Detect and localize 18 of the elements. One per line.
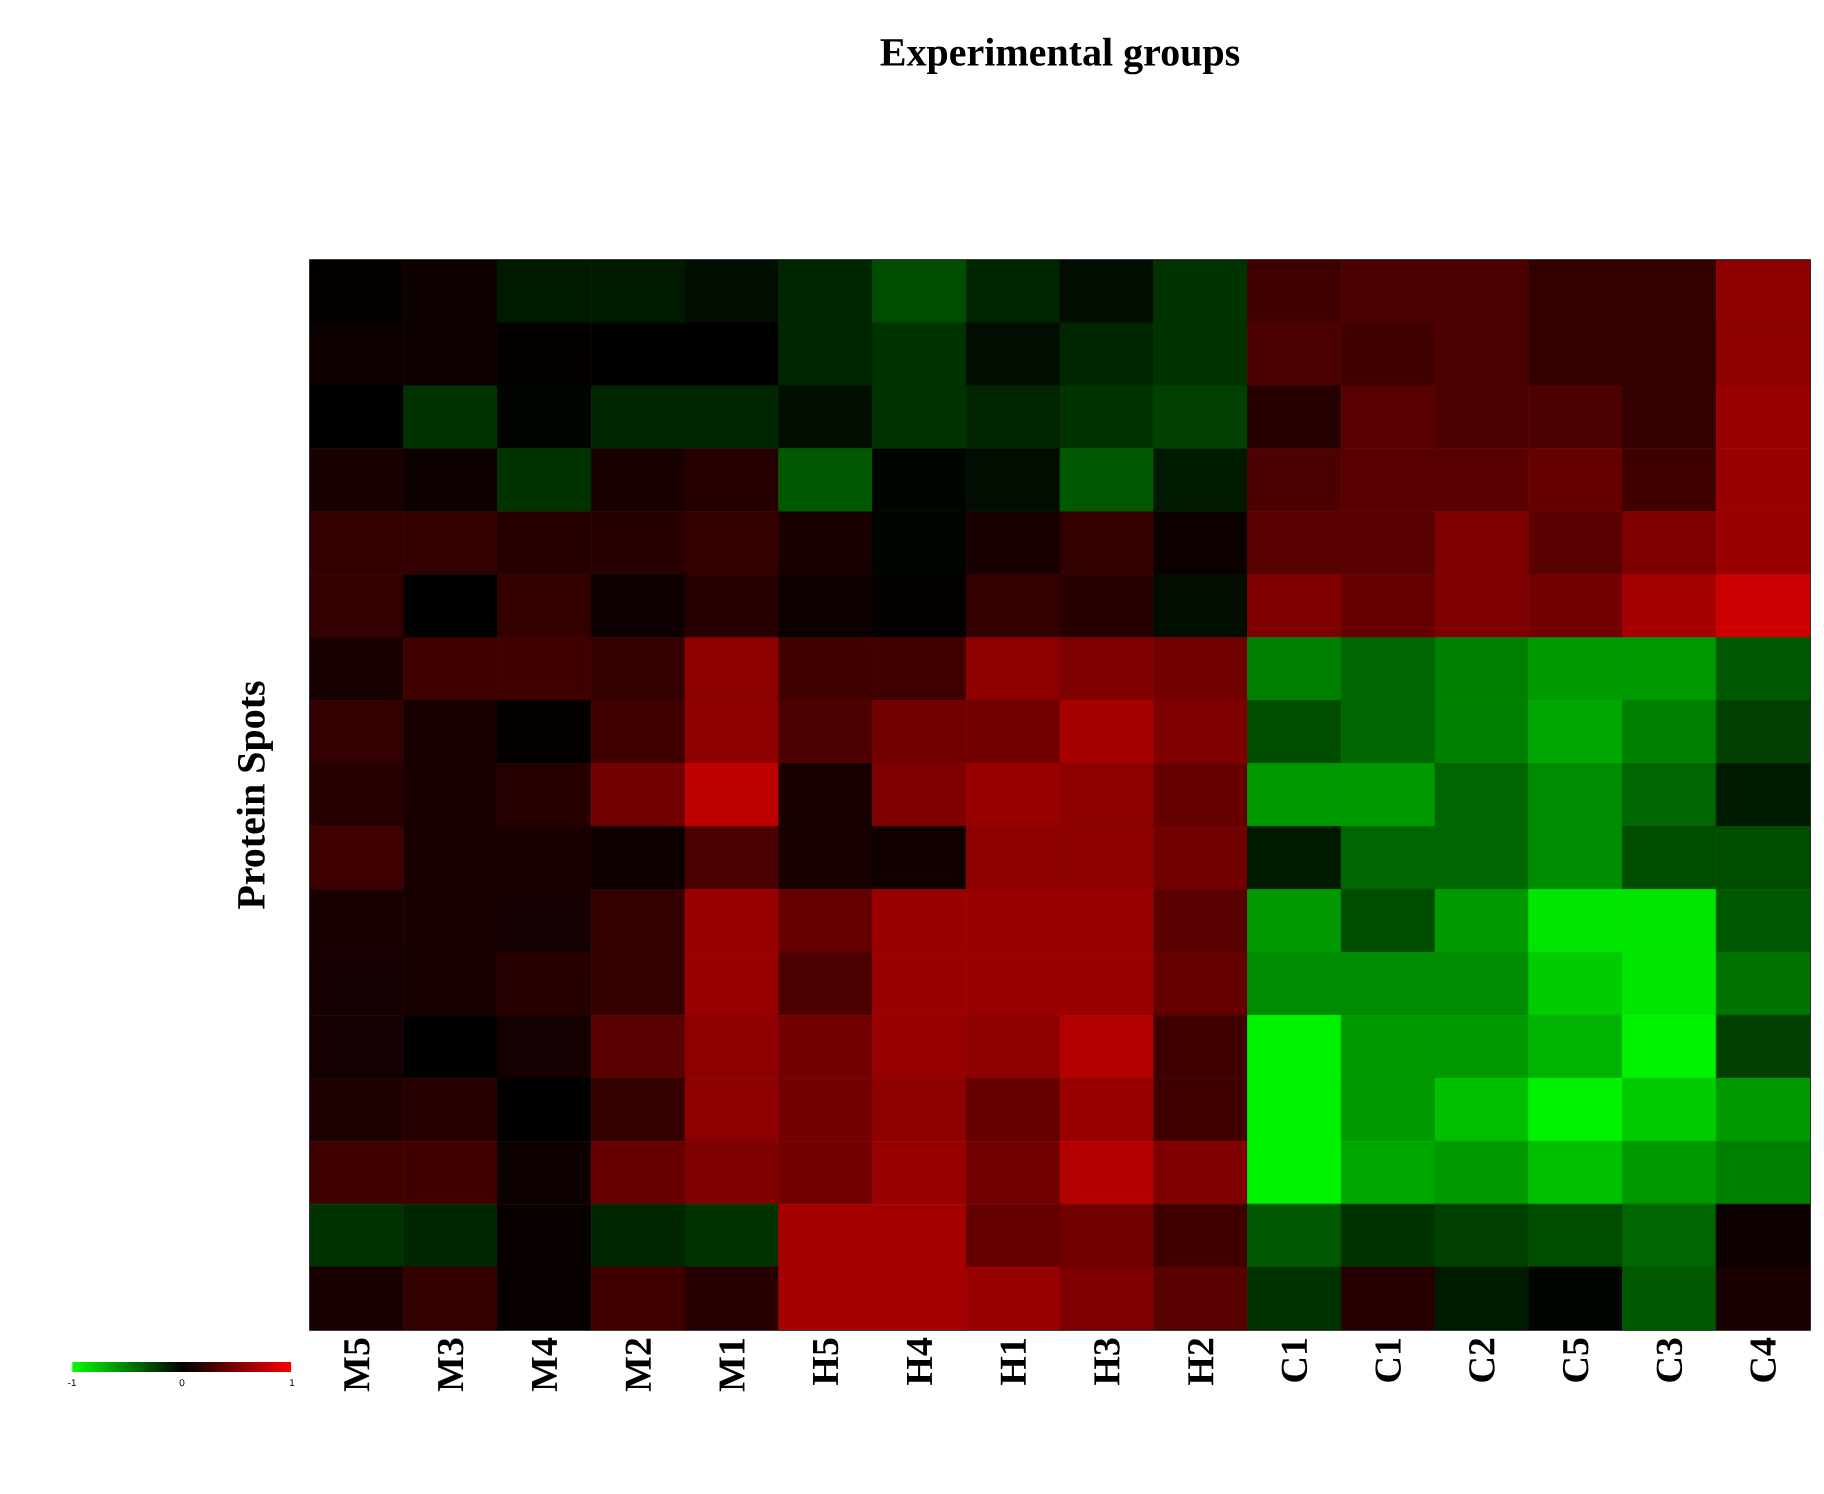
x-tick-label: H4 — [906, 1337, 932, 1385]
x-tick-label: C4 — [1750, 1337, 1776, 1382]
x-tick-label: C1 — [1375, 1339, 1401, 1382]
x-tick-label: H2 — [1188, 1338, 1214, 1385]
x-tick-label: C5 — [1562, 1338, 1589, 1382]
x-tick-label: M5 — [344, 1338, 370, 1392]
x-tick-label: H1 — [1000, 1339, 1026, 1385]
x-tick-label: M3 — [437, 1338, 464, 1392]
x-tick-label: H3 — [1094, 1338, 1120, 1385]
y-axis-title: Protein Spots — [236, 681, 273, 909]
x-tick-label: C3 — [1656, 1338, 1683, 1382]
x-tick-label: M4 — [531, 1337, 557, 1392]
x-tick-label: C2 — [1469, 1338, 1495, 1382]
chart-title: Experimental groups — [880, 37, 1240, 75]
x-tick-label: H5 — [813, 1338, 839, 1385]
x-tick-label: M2 — [625, 1338, 651, 1392]
x-tick-label: M1 — [719, 1339, 745, 1392]
x-tick-label: C1 — [1281, 1339, 1308, 1382]
